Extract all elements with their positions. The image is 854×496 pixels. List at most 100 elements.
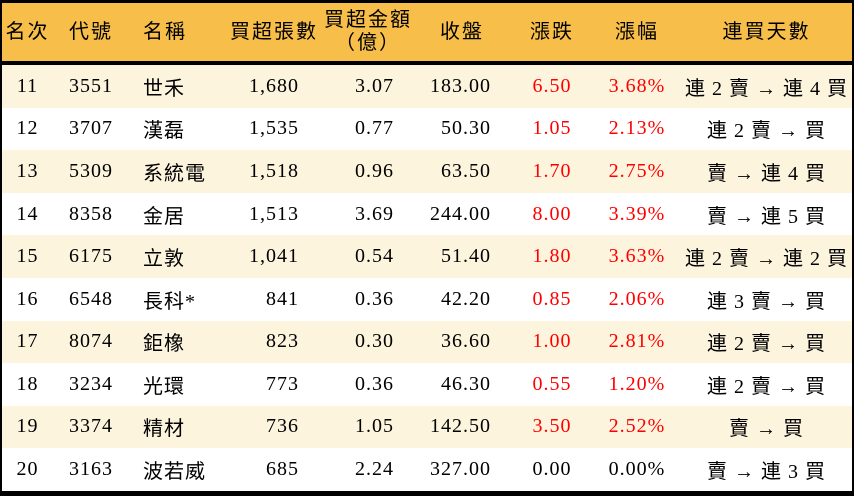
change-cell: 0.85: [532, 287, 572, 310]
rank-cell: 15: [16, 245, 39, 268]
shares-cell: 841: [266, 287, 299, 310]
change-pct-cell: 3.39%: [608, 202, 666, 225]
code-cell: 8074: [69, 330, 113, 353]
streak-cell: 連 2 賣 → 連 2 買: [685, 248, 848, 271]
code-cell: 5309: [69, 159, 113, 182]
table-row: 15 6175 立敦 1,041 0.54 51.40 1.80 3.63% 連…: [1, 235, 853, 278]
code-cell: 3551: [69, 74, 113, 97]
amount-cell: 3.07: [355, 74, 394, 97]
column-header-streak: 連買天數: [681, 1, 853, 65]
amount-cell: 0.96: [355, 159, 394, 182]
name-cell: 漢磊: [143, 120, 185, 143]
rank-cell: 16: [16, 287, 39, 310]
column-header-code: 代號: [53, 1, 129, 65]
shares-cell: 736: [266, 415, 299, 438]
name-cell: 金居: [143, 205, 185, 228]
change-pct-cell: 3.63%: [608, 245, 666, 268]
change-cell: 6.50: [532, 74, 572, 97]
streak-cell: 賣 → 連 4 買: [707, 162, 826, 185]
name-cell: 波若威: [143, 461, 206, 484]
column-header-amount-line2: （億）: [335, 32, 401, 54]
close-cell: 63.50: [441, 159, 491, 182]
shares-cell: 1,535: [249, 117, 299, 140]
rank-cell: 13: [16, 159, 39, 182]
change-pct-cell: 3.68%: [608, 74, 666, 97]
header-row: 名次 代號 名稱 買超張數 買超金額 （億） 收盤 漲跌 漲幅 連買天數: [1, 1, 853, 65]
table-header: 名次 代號 名稱 買超張數 買超金額 （億） 收盤 漲跌 漲幅 連買天數: [1, 1, 853, 65]
close-cell: 183.00: [430, 74, 491, 97]
column-header-change-pct: 漲幅: [593, 1, 681, 65]
streak-cell: 連 2 賣 → 連 4 買: [685, 77, 848, 100]
name-cell: 光環: [143, 375, 185, 398]
code-cell: 3163: [69, 458, 113, 481]
column-header-shares: 買超張數: [225, 1, 323, 65]
amount-cell: 0.36: [355, 287, 394, 310]
change-pct-cell: 1.20%: [608, 372, 666, 395]
shares-cell: 773: [266, 372, 299, 395]
column-header-close: 收盤: [413, 1, 511, 65]
code-cell: 8358: [69, 202, 113, 225]
name-cell: 精材: [143, 418, 185, 441]
change-pct-cell: 2.13%: [608, 117, 666, 140]
change-cell: 1.00: [532, 330, 572, 353]
name-cell: 長科*: [143, 290, 196, 313]
streak-cell: 連 2 賣 → 買: [707, 333, 826, 356]
table-row: 20 3163 波若威 685 2.24 327.00 0.00 0.00% 賣…: [1, 448, 853, 494]
table-body: 11 3551 世禾 1,680 3.07 183.00 6.50 3.68% …: [1, 63, 853, 494]
code-cell: 3707: [69, 117, 113, 140]
close-cell: 42.20: [441, 287, 491, 310]
rank-cell: 18: [16, 372, 39, 395]
code-cell: 6548: [69, 287, 113, 310]
rank-cell: 19: [16, 415, 39, 438]
amount-cell: 1.05: [355, 415, 394, 438]
column-header-amount-line1: 買超金額: [324, 9, 412, 31]
close-cell: 327.00: [430, 458, 491, 481]
change-pct-cell: 0.00%: [608, 458, 666, 481]
rank-cell: 14: [16, 202, 39, 225]
table-row: 19 3374 精材 736 1.05 142.50 3.50 2.52% 賣 …: [1, 405, 853, 449]
close-cell: 51.40: [441, 245, 491, 268]
shares-cell: 1,041: [249, 245, 299, 268]
change-cell: 1.05: [532, 117, 572, 140]
change-cell: 0.55: [532, 372, 572, 395]
amount-cell: 3.69: [355, 202, 394, 225]
shares-cell: 1,513: [249, 202, 299, 225]
table-row: 11 3551 世禾 1,680 3.07 183.00 6.50 3.68% …: [1, 63, 853, 108]
streak-cell: 連 3 賣 → 買: [707, 290, 826, 313]
name-cell: 鉅橡: [143, 333, 185, 356]
table-row: 12 3707 漢磊 1,535 0.77 50.30 1.05 2.13% 連…: [1, 107, 853, 151]
change-cell: 8.00: [532, 202, 572, 225]
shares-cell: 685: [266, 458, 299, 481]
code-cell: 3374: [69, 415, 113, 438]
table-row: 16 6548 長科* 841 0.36 42.20 0.85 2.06% 連 …: [1, 277, 853, 321]
name-cell: 立敦: [143, 248, 185, 271]
amount-cell: 2.24: [355, 458, 394, 481]
streak-cell: 賣 → 連 5 買: [707, 205, 826, 228]
name-cell: 系統電: [143, 162, 206, 185]
change-pct-cell: 2.06%: [608, 287, 666, 310]
streak-cell: 連 2 賣 → 買: [707, 120, 826, 143]
close-cell: 50.30: [441, 117, 491, 140]
change-cell: 1.80: [532, 245, 572, 268]
column-header-rank: 名次: [1, 1, 53, 65]
code-cell: 3234: [69, 372, 113, 395]
change-pct-cell: 2.81%: [608, 330, 666, 353]
table-row: 13 5309 系統電 1,518 0.96 63.50 1.70 2.75% …: [1, 150, 853, 193]
streak-cell: 連 2 賣 → 買: [707, 375, 826, 398]
change-pct-cell: 2.52%: [608, 415, 666, 438]
code-cell: 6175: [69, 245, 113, 268]
column-header-name: 名稱: [129, 1, 225, 65]
amount-cell: 0.36: [355, 372, 394, 395]
change-cell: 0.00: [532, 458, 572, 481]
close-cell: 142.50: [430, 415, 491, 438]
rank-cell: 12: [16, 117, 39, 140]
column-header-amount: 買超金額 （億）: [323, 1, 413, 65]
change-cell: 1.70: [532, 159, 572, 182]
amount-cell: 0.77: [355, 117, 394, 140]
rank-cell: 20: [16, 458, 39, 481]
close-cell: 46.30: [441, 372, 491, 395]
change-pct-cell: 2.75%: [608, 159, 666, 182]
shares-cell: 1,680: [249, 74, 299, 97]
